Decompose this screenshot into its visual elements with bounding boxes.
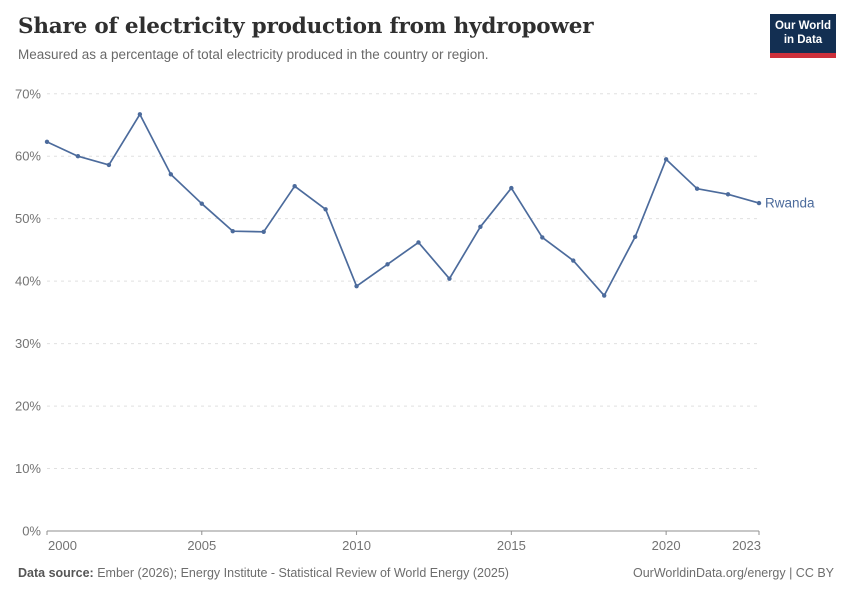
data-point-2004[interactable]: [168, 172, 174, 177]
data-point-2002[interactable]: [106, 162, 112, 168]
series-label-rwanda[interactable]: Rwanda: [765, 196, 815, 211]
x-tick-label-2020: 2020: [652, 538, 681, 553]
data-source-label: Data source:: [18, 566, 94, 580]
data-point-2022[interactable]: [725, 192, 731, 197]
x-tick-label-2015: 2015: [497, 538, 526, 553]
chart-header: Share of electricity production from hyd…: [18, 14, 758, 62]
chart-footer: Data source: Ember (2026); Energy Instit…: [18, 566, 834, 580]
data-point-2009[interactable]: [323, 207, 328, 212]
data-point-2016[interactable]: [540, 235, 545, 240]
data-point-2015[interactable]: [509, 185, 514, 191]
credit-link[interactable]: OurWorldinData.org/energy | CC BY: [632, 566, 834, 580]
x-tick-label-2000: 2000: [48, 538, 77, 553]
y-tick-label-10: 10%: [15, 461, 41, 476]
owid-logo: Our World in Data: [770, 14, 836, 58]
data-source: Data source: Ember (2026); Energy Instit…: [18, 566, 509, 580]
x-tick-label-2023: 2023: [732, 538, 761, 553]
data-source-text: Ember (2026); Energy Institute - Statist…: [93, 566, 509, 580]
data-point-2007[interactable]: [261, 229, 266, 234]
y-tick-label-70: 70%: [15, 86, 41, 101]
y-tick-label-0: 0%: [22, 524, 41, 539]
data-point-2000[interactable]: [44, 139, 50, 145]
chart-area: 0% 10% 20% 30% 40% 50% 60% 70% 2000 2005 2010 2015 2…: [0, 80, 850, 585]
y-tick-label-20: 20%: [15, 399, 41, 414]
data-point-2001[interactable]: [75, 154, 81, 159]
data-point-2006[interactable]: [230, 228, 235, 234]
data-point-2012[interactable]: [416, 240, 421, 245]
y-tick-label-30: 30%: [15, 336, 41, 351]
page-title: Share of electricity production from hyd…: [18, 14, 594, 39]
data-point-2020[interactable]: [663, 157, 669, 162]
y-tick-label-50: 50%: [15, 211, 41, 226]
data-point-2011[interactable]: [385, 262, 390, 267]
data-point-2023[interactable]: [756, 200, 762, 206]
data-point-2013[interactable]: [447, 276, 452, 281]
y-tick-label-40: 40%: [15, 274, 41, 289]
y-tick-label-60: 60%: [15, 149, 41, 164]
data-point-2021[interactable]: [694, 186, 700, 191]
x-tick-label-2010: 2010: [342, 538, 371, 553]
data-point-2019[interactable]: [632, 234, 638, 239]
data-point-2008[interactable]: [292, 183, 297, 189]
data-line-rwanda[interactable]: [46, 113, 760, 297]
line-chart: 0% 10% 20% 30% 40% 50% 60% 70% 2000 2005 2010 2015 2…: [15, 86, 815, 553]
owid-logo-line1: Our World: [774, 20, 831, 32]
x-tick-label-2005: 2005: [187, 538, 216, 553]
owid-logo-line2: in Data: [783, 34, 823, 47]
data-point-2014[interactable]: [478, 224, 483, 229]
data-point-2018[interactable]: [602, 293, 607, 298]
data-point-2003[interactable]: [137, 112, 143, 117]
page-subtitle: Measured as a percentage of total electr…: [18, 46, 489, 62]
data-point-2017[interactable]: [571, 258, 576, 263]
data-point-2005[interactable]: [199, 201, 204, 206]
data-point-2010[interactable]: [354, 283, 359, 289]
